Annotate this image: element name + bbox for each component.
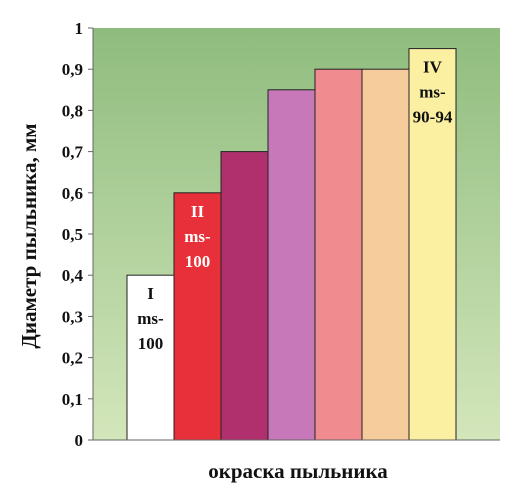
y-tick-label: 0,9 xyxy=(62,60,83,79)
bar-2 xyxy=(173,192,222,441)
y-tick-label: 0,7 xyxy=(62,143,84,162)
bar-1-label-line: I xyxy=(147,284,154,303)
bar-7 xyxy=(408,48,457,441)
bar-3 xyxy=(220,151,269,441)
bar-7-label-line: 90-94 xyxy=(413,108,453,127)
y-tick-label: 0,5 xyxy=(62,225,83,244)
y-ticks-group: 0 0,1 0,2 0,3 0,4 0,5 0,6 0,7 0,8 0,9 1 xyxy=(62,19,93,450)
bar-7-label-line: ms- xyxy=(419,83,446,102)
y-tick-label: 0,2 xyxy=(62,349,83,368)
bar-2-label-line: II xyxy=(191,202,205,221)
bar-2-label-line: 100 xyxy=(185,252,211,271)
y-tick-label: 1 xyxy=(75,19,84,38)
y-tick-label: 0,6 xyxy=(62,184,83,203)
bar-1 xyxy=(126,274,175,441)
y-tick-label: 0,8 xyxy=(62,101,83,120)
x-axis-title: окраска пыльника xyxy=(208,459,388,483)
y-tick-label: 0,1 xyxy=(62,390,83,409)
y-tick-label: 0,4 xyxy=(62,266,84,285)
bar-5 xyxy=(314,68,363,441)
y-tick-label: 0 xyxy=(75,431,84,450)
y-axis-title: Диаметр пыльника, мм xyxy=(17,123,41,348)
bar-4 xyxy=(267,89,316,441)
bar-1-label-line: ms- xyxy=(137,309,164,328)
bar-1-label-line: 100 xyxy=(138,334,164,353)
y-tick-label: 0,3 xyxy=(62,307,83,326)
bar-6 xyxy=(361,68,410,441)
bar-2-label-line: ms- xyxy=(184,227,211,246)
bars-group: Ims- 100 II ms- 100 IV ms- 90-94 xyxy=(126,48,457,441)
bar-7-label-line: IV xyxy=(423,58,443,77)
